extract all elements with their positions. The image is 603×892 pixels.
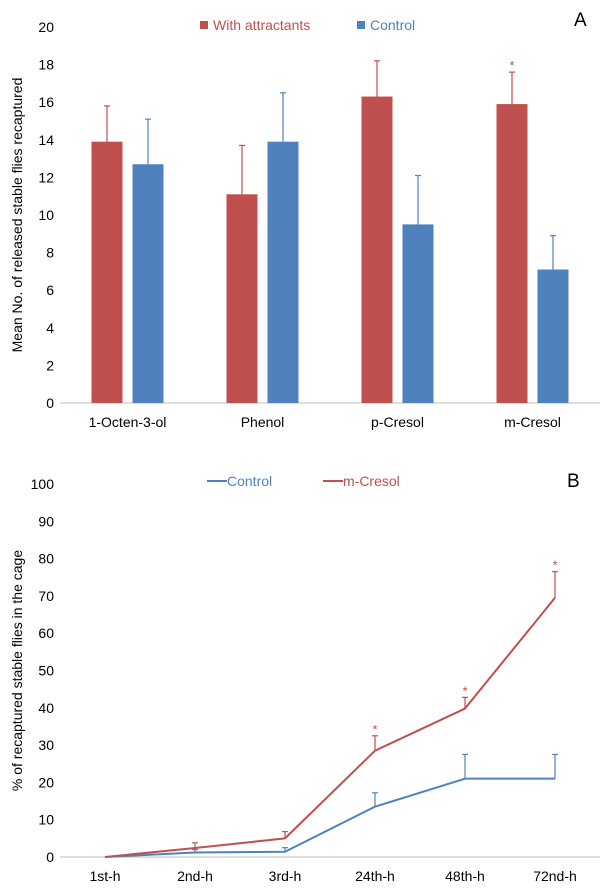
- x-tick-label-a: m-Cresol: [504, 414, 561, 430]
- y-tick-label-b: 70: [38, 588, 54, 604]
- x-tick-label-b: 3rd-h: [269, 868, 302, 884]
- series-line: [104, 597, 556, 858]
- bar: [402, 224, 434, 403]
- significance-marker: *: [509, 58, 514, 73]
- y-tick-label-a: 8: [46, 245, 54, 261]
- y-axis-title-b: % of recaptured stable flies in the cage: [9, 550, 25, 791]
- bar: [226, 194, 258, 403]
- y-tick-label-a: 20: [38, 19, 54, 35]
- y-tick-label-b: 40: [38, 700, 54, 716]
- x-tick-label-b: 1st-h: [89, 868, 120, 884]
- y-tick-label-b: 80: [38, 551, 54, 567]
- y-tick-label-b: 30: [38, 737, 54, 753]
- significance-marker: *: [372, 722, 377, 737]
- y-axis-title-a: Mean No. of released stable flies recapt…: [9, 78, 25, 353]
- x-tick-label-a: p-Cresol: [371, 414, 424, 430]
- x-tick-label-b: 2nd-h: [177, 868, 213, 884]
- y-tick-label-a: 12: [38, 169, 54, 185]
- bar: [132, 164, 164, 403]
- y-tick-label-a: 2: [46, 357, 54, 373]
- legend-swatch: [200, 21, 208, 29]
- legend-label: Control: [227, 473, 272, 489]
- x-tick-label-a: 1-Octen-3-ol: [89, 414, 167, 430]
- y-tick-label-a: 10: [38, 207, 54, 223]
- panel-label-a: A: [574, 10, 587, 31]
- y-tick-label-b: 60: [38, 625, 54, 641]
- significance-marker: *: [462, 683, 467, 698]
- legend-label: With attractants: [213, 17, 310, 33]
- y-tick-label-a: 16: [38, 94, 54, 110]
- y-tick-label-b: 20: [38, 774, 54, 790]
- bar: [91, 141, 123, 403]
- panel-label-b: B: [567, 471, 580, 492]
- y-tick-label-a: 4: [46, 320, 54, 336]
- bar: [361, 96, 393, 403]
- y-tick-label-b: 0: [46, 849, 54, 865]
- y-tick-label-a: 6: [46, 282, 54, 298]
- x-tick-label-a: Phenol: [241, 414, 285, 430]
- significance-marker: *: [552, 558, 557, 573]
- y-tick-label-b: 10: [38, 812, 54, 828]
- y-tick-label-a: 0: [46, 395, 54, 411]
- legend-label: Control: [370, 17, 415, 33]
- y-tick-label-b: 50: [38, 663, 54, 679]
- y-tick-label-a: 18: [38, 57, 54, 73]
- bar: [537, 269, 569, 403]
- legend-label: m-Cresol: [343, 473, 400, 489]
- bar: [267, 141, 299, 403]
- legend-swatch: [357, 21, 365, 29]
- y-tick-label-b: 90: [38, 513, 54, 529]
- bar: [496, 104, 528, 403]
- series-line: [104, 777, 555, 858]
- x-tick-label-b: 48th-h: [445, 868, 485, 884]
- y-tick-label-b: 100: [31, 476, 55, 492]
- x-tick-label-b: 72nd-h: [533, 868, 577, 884]
- y-tick-label-a: 14: [38, 132, 54, 148]
- x-tick-label-b: 24th-h: [355, 868, 395, 884]
